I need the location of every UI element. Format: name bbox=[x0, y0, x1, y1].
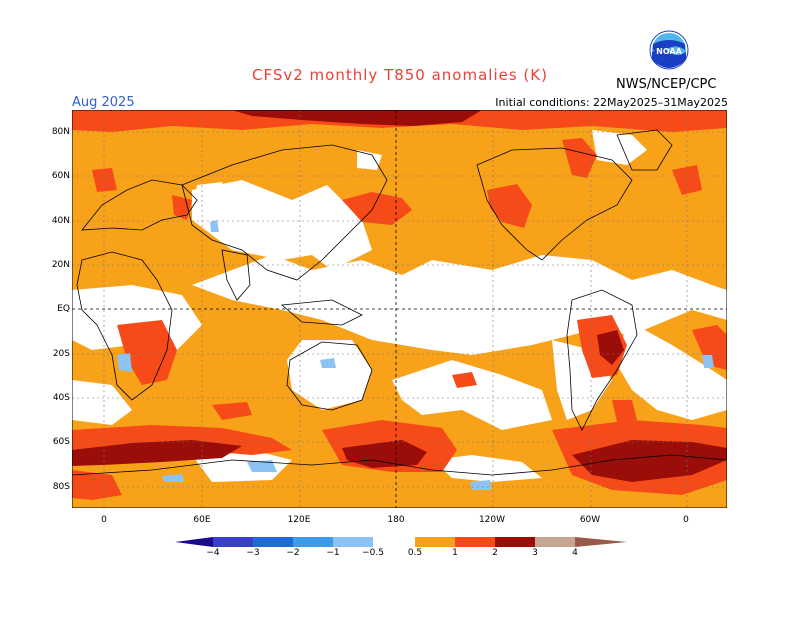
colorbar-swatch bbox=[253, 537, 293, 547]
colorbar-swatch bbox=[373, 537, 415, 547]
colorbar-label: 3 bbox=[532, 548, 538, 558]
colorbar-label: −1 bbox=[326, 548, 340, 558]
colorbar-label: −3 bbox=[246, 548, 260, 558]
lat-label: 20S bbox=[52, 349, 70, 359]
colorbar-swatch bbox=[495, 537, 535, 547]
colorbar-arrow-left bbox=[175, 537, 213, 547]
colorbar-swatch bbox=[293, 537, 333, 547]
lat-label: 80S bbox=[52, 482, 70, 492]
lon-label: 0 bbox=[683, 515, 689, 525]
colorbar-label: 0.5 bbox=[407, 548, 423, 558]
map-grid bbox=[72, 110, 727, 508]
colorbar-swatch bbox=[415, 537, 455, 547]
colorbar-arrow-right bbox=[575, 537, 627, 547]
lon-label: 60W bbox=[579, 515, 601, 525]
anomaly-map bbox=[72, 110, 727, 508]
colorbar-swatch bbox=[535, 537, 575, 547]
lat-label: 20N bbox=[51, 260, 70, 270]
colorbar-label: 4 bbox=[572, 548, 578, 558]
lat-label: 60S bbox=[52, 437, 70, 447]
colorbar-label: 1 bbox=[452, 548, 458, 558]
colorbar-label: −0.5 bbox=[362, 548, 384, 558]
colorbar-swatch bbox=[333, 537, 373, 547]
colorbar-label: −2 bbox=[286, 548, 300, 558]
coastlines bbox=[72, 129, 727, 476]
colorbar-label: 2 bbox=[492, 548, 498, 558]
anomaly-3-4-regions bbox=[72, 110, 727, 482]
lat-label: 40N bbox=[51, 216, 70, 226]
agency-label: NWS/NCEP/CPC bbox=[616, 77, 717, 92]
anomaly-negative-regions bbox=[117, 220, 714, 490]
lat-label: 60N bbox=[51, 171, 70, 181]
noaa-logo-text: NOAA bbox=[656, 47, 682, 56]
colorbar-label: −4 bbox=[206, 548, 220, 558]
initial-conditions: Initial conditions: 22May2025–31May2025 bbox=[495, 96, 728, 109]
lon-label: 120E bbox=[287, 515, 311, 525]
forecast-month: Aug 2025 bbox=[72, 95, 135, 110]
colorbar-swatch bbox=[455, 537, 495, 547]
lon-label: 120W bbox=[478, 515, 506, 525]
map-title: CFSv2 monthly T850 anomalies (K) bbox=[252, 66, 548, 84]
lon-label: 60E bbox=[193, 515, 211, 525]
reference-lines bbox=[72, 110, 727, 508]
lon-label: 0 bbox=[101, 515, 107, 525]
colorbar-swatch bbox=[213, 537, 253, 547]
lat-label: 80N bbox=[51, 127, 70, 137]
lat-label: EQ bbox=[57, 304, 70, 314]
lon-label: 180 bbox=[387, 515, 405, 525]
noaa-logo: NOAA bbox=[649, 30, 689, 70]
colorbar bbox=[175, 537, 627, 547]
lat-label: 40S bbox=[52, 393, 70, 403]
